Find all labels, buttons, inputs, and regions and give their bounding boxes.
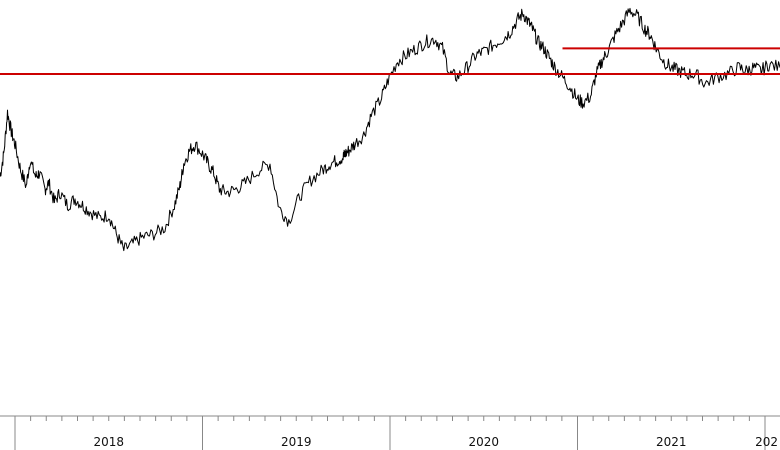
price-series-line [0,7,780,252]
x-tick-label: 2021 [656,435,687,449]
x-tick-label: 202 [755,435,778,449]
x-axis: 2018 2019 2020 2021 202 [0,415,780,450]
plot-area [0,7,780,252]
x-tick-label: 2018 [93,435,124,449]
x-tick-label: 2020 [468,435,499,449]
x-tick-label: 2019 [281,435,312,449]
